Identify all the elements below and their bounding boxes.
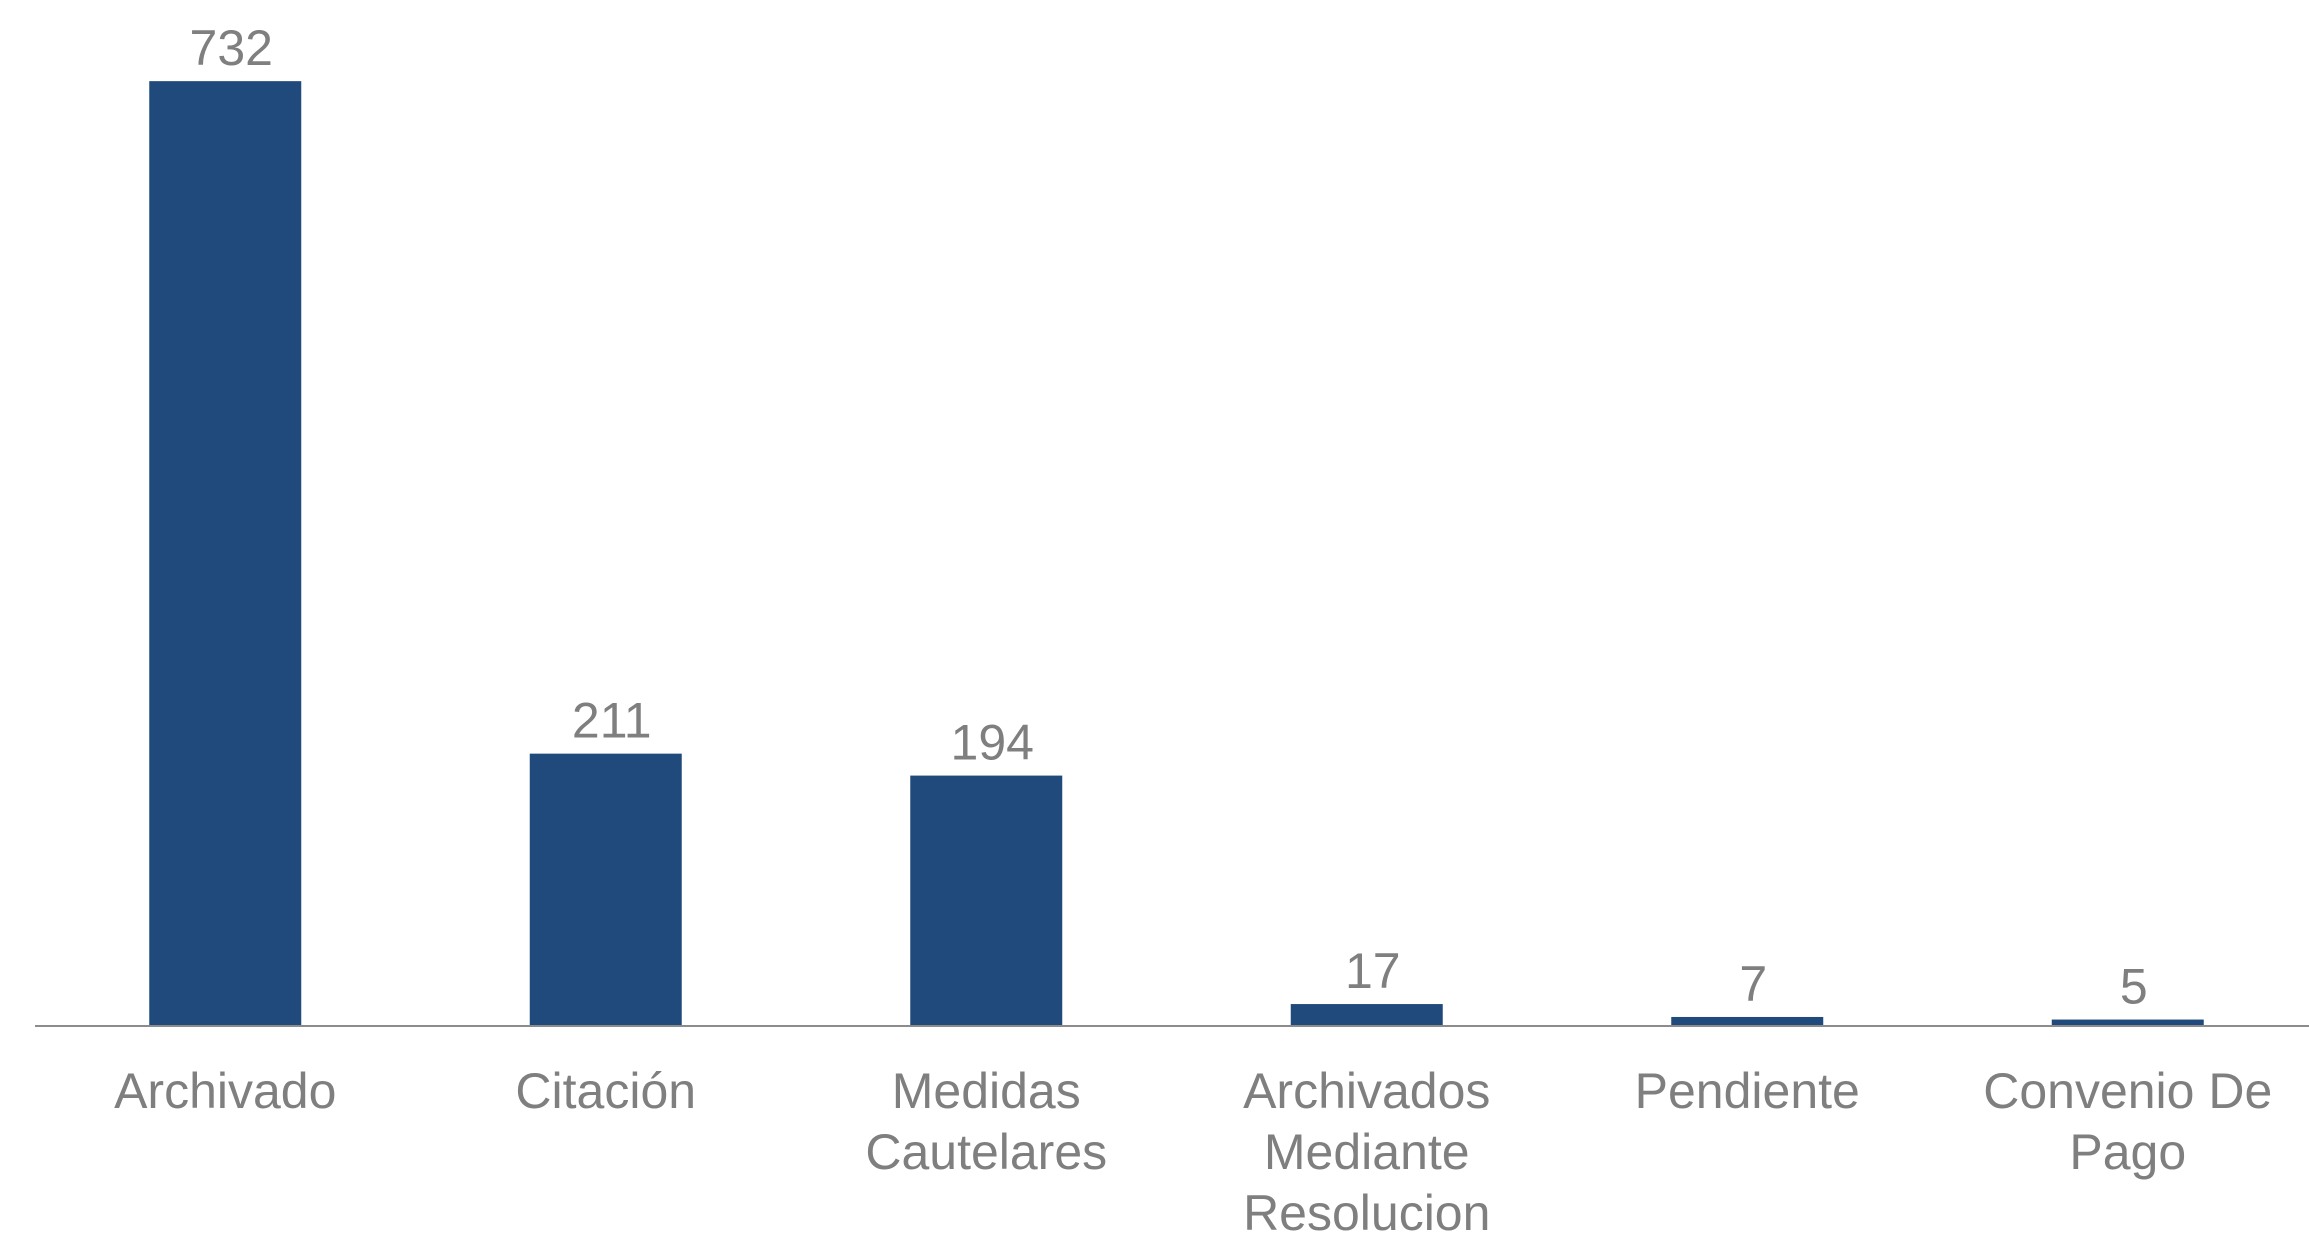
value-label: 194: [951, 715, 1034, 771]
x-tick-label: Citación: [515, 1063, 696, 1119]
value-label: 7: [1739, 956, 1767, 1012]
value-label: 5: [2120, 959, 2148, 1015]
bar: [529, 753, 682, 1026]
x-tick-label: Pendiente: [1635, 1063, 1860, 1119]
value-label: 17: [1345, 943, 1401, 999]
value-label: 211: [572, 693, 652, 749]
value-label: 732: [190, 20, 273, 76]
x-tick-label: Archivados Mediante Resolucion: [1243, 1063, 1490, 1233]
x-tick-label: Archivado: [114, 1063, 336, 1119]
x-tick-label: Medidas Cautelares: [865, 1063, 1107, 1180]
bar: [2051, 1019, 2204, 1026]
bar: [1290, 1004, 1443, 1026]
bar: [149, 81, 302, 1027]
bar: [1671, 1016, 1824, 1026]
bar: [910, 775, 1063, 1026]
x-tick-label: Convenio De Pago: [1983, 1063, 2272, 1180]
